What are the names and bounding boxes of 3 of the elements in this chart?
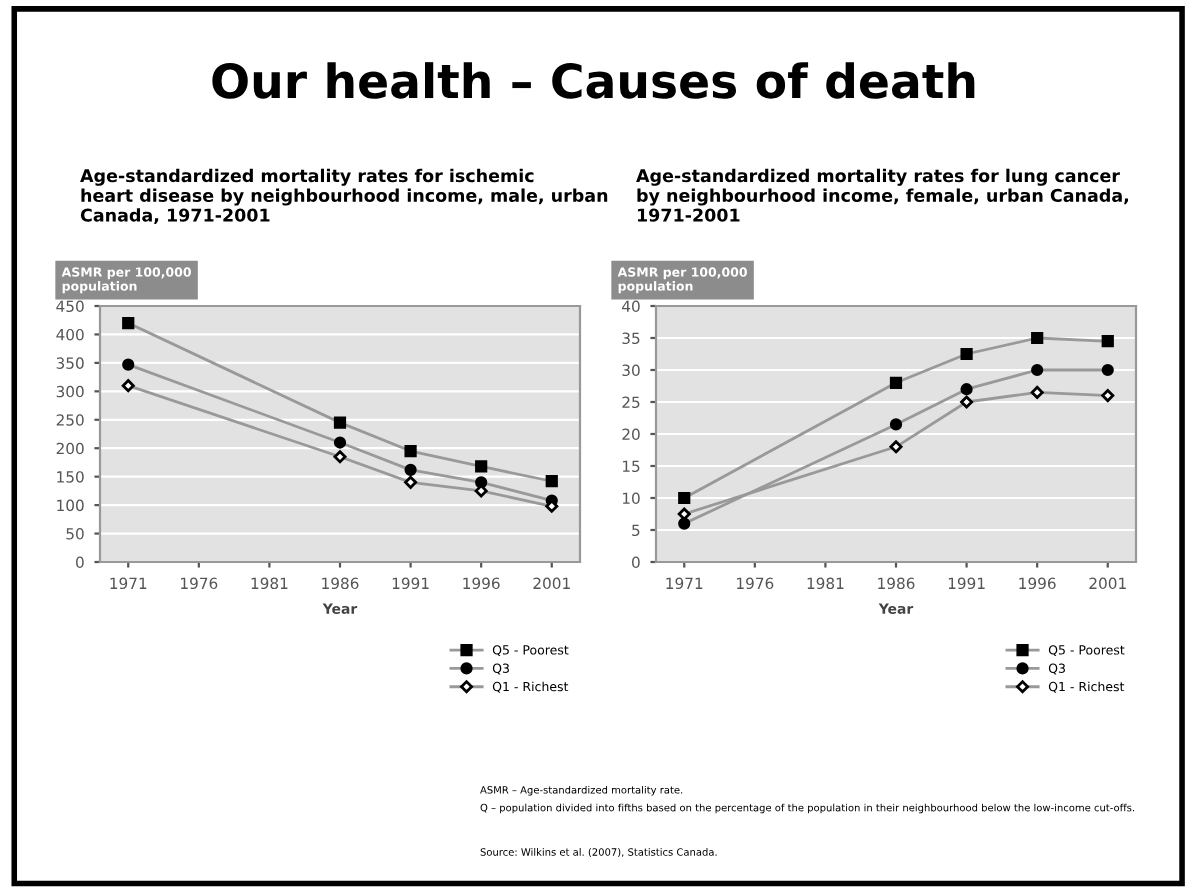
chart-title: Our health – Causes of death <box>212 62 975 99</box>
chart-title: Age-standardized mortality rates for lung cancer by neighbourhood income, female, urban Canada, 1971-2001 <box>636 168 1129 222</box>
chart-subtitle: Age-standardized mortality rates for ischemic heart disease by neighbourhood income, male, urban Canada, 1971-2001 <box>80 168 608 224</box>
